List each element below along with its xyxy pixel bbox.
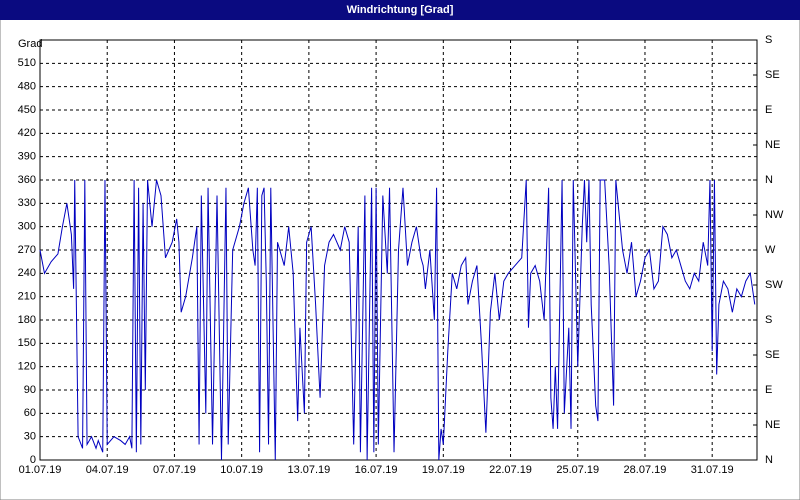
y-tick-label: 0 [30,454,36,466]
y2-tick-label: N [765,174,773,186]
x-tick-label: 07.07.19 [153,464,196,476]
y-tick-label: 120 [18,361,36,373]
y-axis-label: Grad [18,38,42,50]
y2-tick-label: E [765,384,772,396]
y2-tick-label: NE [765,419,780,431]
y2-tick-label: N [765,454,773,466]
y-tick-label: 480 [18,81,36,93]
x-tick-label: 22.07.19 [489,464,532,476]
y-tick-label: 300 [18,221,36,233]
x-tick-label: 10.07.19 [220,464,263,476]
x-tick-label: 25.07.19 [556,464,599,476]
y-tick-label: 210 [18,291,36,303]
y-tick-label: 420 [18,127,36,139]
y2-tick-label: SW [765,279,783,291]
x-tick-label: 13.07.19 [287,464,330,476]
x-tick-label: 28.07.19 [624,464,667,476]
chart-title: Windrichtung [Grad] [347,4,454,16]
y-tick-label: 180 [18,314,36,326]
y2-tick-label: S [765,314,772,326]
title-bar [0,0,800,20]
y-tick-label: 90 [24,384,36,396]
data-line [39,179,756,461]
y2-tick-label: NW [765,209,784,221]
y-tick-label: 150 [18,337,36,349]
y2-tick-label: NE [765,139,780,151]
x-tick-label: 01.07.19 [19,464,62,476]
y-tick-label: 360 [18,174,36,186]
y2-tick-label: SE [765,69,780,81]
y-tick-label: 330 [18,197,36,209]
y2-tick-label: S [765,34,772,46]
x-tick-label: 19.07.19 [422,464,465,476]
x-tick-label: 16.07.19 [355,464,398,476]
y-tick-label: 240 [18,267,36,279]
y-tick-label: 60 [24,407,36,419]
x-tick-label: 04.07.19 [86,464,129,476]
y-tick-label: 510 [18,57,36,69]
y2-tick-label: W [765,244,776,256]
y-tick-label: 390 [18,151,36,163]
y2-tick-label: SE [765,349,780,361]
y-tick-label: 450 [18,104,36,116]
y-tick-label: 30 [24,431,36,443]
y-tick-label: 270 [18,244,36,256]
y2-tick-label: E [765,104,772,116]
x-tick-label: 31.07.19 [691,464,734,476]
